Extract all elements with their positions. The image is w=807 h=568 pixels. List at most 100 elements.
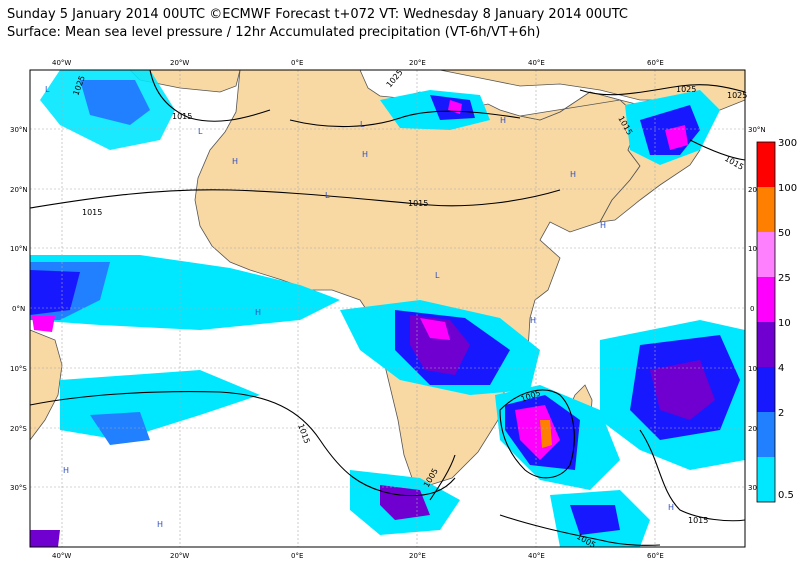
legend-swatch <box>757 457 775 502</box>
high-marker: H <box>668 503 674 512</box>
isobars <box>29 69 746 546</box>
high-marker: H <box>600 221 606 230</box>
isobar-label: 1015 <box>408 199 428 208</box>
legend-swatch <box>757 367 775 412</box>
lat-tick: 30°N <box>748 126 766 134</box>
map-frame <box>29 69 746 548</box>
legend-swatch <box>757 277 775 322</box>
isobar-label: 1015 <box>172 112 192 121</box>
lat-tick: 20 <box>748 186 757 194</box>
precip-south-atlantic-core <box>90 412 150 445</box>
graticule <box>30 70 745 547</box>
lon-tick: 20°E <box>409 552 426 560</box>
low-marker: L <box>435 271 440 280</box>
precip-congo-extreme <box>420 318 450 340</box>
precipitation-legend: 300 100 50 25 10 4 2 0.5 <box>756 138 797 503</box>
lat-tick: 20°N <box>10 186 28 194</box>
high-marker: H <box>157 520 163 529</box>
precip-itcz-atlantic-peak <box>30 270 80 315</box>
legend-swatch <box>757 142 775 187</box>
latitude-ticks-right: 30°N 20 10 0 10 20 30 <box>748 126 766 492</box>
lon-tick: 0°E <box>291 552 303 560</box>
lon-tick: 60°E <box>647 59 664 67</box>
legend-label: 4 <box>778 363 784 374</box>
isobar-1015-middle-east <box>689 139 746 161</box>
precipitation-field <box>30 70 745 547</box>
precip-congo-peak <box>410 315 470 375</box>
isobar-1005-south <box>499 514 661 546</box>
lon-tick: 40°W <box>52 552 71 560</box>
lat-tick: 30°S <box>10 484 27 492</box>
precip-bottom-left <box>30 530 60 547</box>
legend-label: 100 <box>778 183 797 194</box>
latitude-ticks-left: 30°N 20°N 10°N 0°N 10°S 20°S 30°S <box>10 126 28 492</box>
lat-tick: 20°S <box>10 425 27 433</box>
isobar-label: 1015 <box>688 516 708 525</box>
africa-landmass <box>194 69 641 486</box>
isobar-1015-north-atlantic <box>149 69 271 122</box>
longitude-ticks-bottom: 40°W 20°W 0°E 20°E 40°E 60°E <box>52 552 664 560</box>
lon-tick: 20°E <box>409 59 426 67</box>
precip-middle-east-peak <box>665 125 688 150</box>
high-marker: H <box>570 170 576 179</box>
precip-mozambique-peak <box>515 405 560 460</box>
lon-tick: 20°W <box>170 59 189 67</box>
map-title-line-2: Surface: Mean sea level pressure / 12hr … <box>7 25 541 40</box>
precip-brazil-peak <box>32 316 55 332</box>
isobar-1025-east <box>579 84 746 96</box>
legend-label: 300 <box>778 138 797 149</box>
legend-swatch <box>757 187 775 232</box>
lat-tick: 10°N <box>10 245 28 253</box>
lat-tick: 10°S <box>10 365 27 373</box>
lat-tick: 0°N <box>12 305 25 313</box>
precip-itcz-atlantic <box>30 255 340 330</box>
precip-mozambique-extreme <box>540 420 552 448</box>
legend-label: 10 <box>778 318 791 329</box>
lon-tick: 40°E <box>528 59 545 67</box>
low-marker: L <box>325 191 330 200</box>
isobar-1005-mozambique <box>499 389 575 479</box>
legend-label: 25 <box>778 273 791 284</box>
longitude-ticks-top: 40°W 20°W 0°E 20°E 40°E 60°E <box>52 59 664 67</box>
lat-tick: 20 <box>748 425 757 433</box>
high-marker: H <box>362 150 368 159</box>
high-marker: H <box>530 316 536 325</box>
isobar-label: 1025 <box>676 85 696 94</box>
high-marker: H <box>63 466 69 475</box>
pressure-centers: L L L L L H H H H H H H H H H <box>45 85 674 529</box>
precip-bottom-right-core <box>570 505 620 535</box>
isobar-label: 1015 <box>82 208 102 217</box>
precip-indian-ocean-peak <box>650 360 715 420</box>
legend-label: 0.5 <box>778 490 794 501</box>
isobar-label: 1025 <box>727 91 747 100</box>
lat-tick: 30°N <box>10 126 28 134</box>
lat-tick: 30 <box>748 484 757 492</box>
legend-swatch <box>757 232 775 277</box>
isobar-1015-south-atlantic <box>29 391 456 497</box>
high-marker: H <box>232 157 238 166</box>
low-marker: L <box>360 120 365 129</box>
legend-label: 2 <box>778 408 784 419</box>
legend-swatch <box>757 322 775 367</box>
lon-tick: 40°E <box>528 552 545 560</box>
precip-north-atlantic-core <box>80 80 150 125</box>
isobar-1015-north <box>29 189 561 209</box>
lon-tick: 40°W <box>52 59 71 67</box>
high-marker: H <box>500 116 506 125</box>
isobar-1015-mediterranean <box>289 110 521 128</box>
lat-tick: 10 <box>748 365 757 373</box>
map-title-line-1: Sunday 5 January 2014 00UTC ©ECMWF Forec… <box>7 7 628 22</box>
lat-tick: 0 <box>750 305 754 313</box>
lon-tick: 0°E <box>291 59 303 67</box>
lon-tick: 60°E <box>647 552 664 560</box>
legend-label: 50 <box>778 228 791 239</box>
lon-tick: 20°W <box>170 552 189 560</box>
isobar-1005-south-africa <box>429 454 456 501</box>
lat-tick: 10 <box>748 245 757 253</box>
isobar-1015-southeast <box>639 429 746 522</box>
low-marker: L <box>198 127 203 136</box>
high-marker: H <box>255 308 261 317</box>
legend-border <box>756 141 776 503</box>
precip-mediterranean-peak <box>448 100 462 114</box>
